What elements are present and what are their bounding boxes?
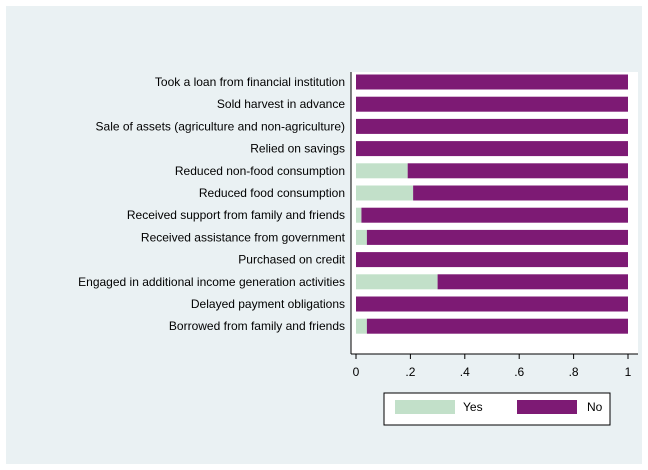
bar-no-8	[356, 252, 628, 268]
category-labels: Took a loan from financial institution So…	[78, 75, 346, 333]
legend-swatch-no	[517, 400, 577, 414]
category-label-0: Took a loan from financial institution	[155, 75, 345, 89]
bar-yes-7	[356, 229, 367, 245]
bar-no-6	[361, 207, 628, 223]
x-tick-label-5: 1	[625, 365, 632, 379]
bar-no-10	[356, 296, 628, 312]
bar-yes-9	[356, 274, 438, 290]
bar-no-11	[366, 318, 628, 334]
category-label-2: Sale of assets (agriculture and non-agri…	[96, 119, 345, 133]
bar-no-0	[356, 74, 628, 90]
category-label-5: Reduced food consumption	[199, 186, 345, 200]
x-tick-label-1: .2	[405, 365, 415, 379]
legend-swatch-yes	[395, 400, 455, 414]
legend-label-no: No	[587, 400, 603, 414]
legend-label-yes: Yes	[463, 400, 483, 414]
category-label-6: Received support from family and friends	[127, 208, 345, 222]
bar-no-2	[356, 118, 628, 134]
category-label-4: Reduced non-food consumption	[175, 164, 345, 178]
category-label-11: Borrowed from family and friends	[169, 319, 345, 333]
category-label-10: Delayed payment obligations	[191, 297, 345, 311]
bar-no-3	[356, 141, 628, 157]
bar-yes-4	[356, 163, 408, 179]
legend: Yes No	[383, 392, 611, 426]
category-label-3: Relied on savings	[250, 142, 345, 156]
x-tick-label-0: 0	[353, 365, 360, 379]
bar-yes-5	[356, 185, 414, 201]
x-tick-label-3: .6	[514, 365, 524, 379]
bar-no-9	[437, 274, 628, 290]
bar-yes-11	[356, 318, 367, 334]
bar-no-7	[366, 229, 628, 245]
category-label-8: Purchased on credit	[238, 253, 345, 267]
bar-no-5	[413, 185, 628, 201]
bar-no-1	[356, 96, 628, 112]
bars-group	[356, 74, 628, 334]
bar-yes-6	[356, 207, 362, 223]
bar-no-4	[407, 163, 628, 179]
category-label-7: Received assistance from government	[141, 230, 346, 244]
x-tick-label-2: .4	[460, 365, 470, 379]
x-tick-label-4: .8	[569, 365, 579, 379]
category-label-1: Sold harvest in advance	[217, 97, 345, 111]
x-axis-ticks: 0 .2 .4 .6 .8 1	[353, 354, 632, 379]
category-label-9: Engaged in additional income generation …	[78, 275, 345, 289]
